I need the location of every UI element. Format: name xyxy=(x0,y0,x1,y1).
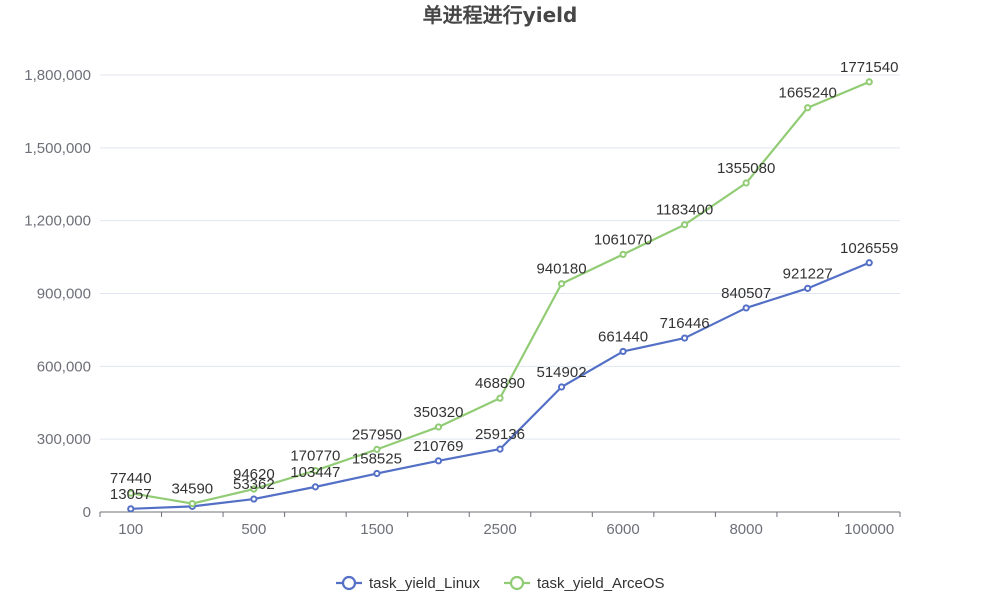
data-label: 350320 xyxy=(413,404,463,421)
data-point[interactable] xyxy=(496,445,504,453)
data-point[interactable] xyxy=(619,347,627,356)
x-tick-label: 2500 xyxy=(483,521,516,538)
y-tick-label: 0 xyxy=(83,504,91,521)
data-label: 210769 xyxy=(413,438,463,455)
y-tick-label: 1,500,000 xyxy=(24,140,91,157)
x-tick-label: 500 xyxy=(241,521,266,538)
data-point[interactable] xyxy=(127,489,135,497)
gridlines xyxy=(100,74,900,440)
data-label: 1183400 xyxy=(656,202,713,219)
y-tick-label: 900,000 xyxy=(37,286,91,303)
data-point[interactable] xyxy=(127,505,135,513)
data-point[interactable] xyxy=(188,500,196,508)
data-point[interactable] xyxy=(681,221,689,229)
data-point[interactable] xyxy=(619,250,627,258)
data-label: 53362 xyxy=(233,476,275,493)
data-label: 257950 xyxy=(352,426,402,443)
data-label: 661440 xyxy=(598,328,648,345)
data-label: 94620 xyxy=(233,466,275,483)
y-tick-label: 1,800,000 xyxy=(24,67,91,84)
data-point[interactable] xyxy=(865,259,873,267)
legend[interactable]: task_yield_Linux task_yield_ArceOS xyxy=(336,575,665,592)
legend-label: task_yield_ArceOS xyxy=(537,575,665,592)
data-point[interactable] xyxy=(250,495,258,503)
data-point[interactable] xyxy=(311,483,319,491)
data-label: 1355080 xyxy=(717,160,775,177)
y-tick-label: 300,000 xyxy=(37,431,91,448)
data-point[interactable] xyxy=(557,383,566,391)
data-point[interactable] xyxy=(434,423,443,431)
data-point[interactable] xyxy=(373,445,381,453)
y-tick-label: 600,000 xyxy=(37,358,91,375)
data-label: 1665240 xyxy=(778,85,836,102)
data-label: 158525 xyxy=(352,451,402,468)
data-label: 1771540 xyxy=(840,59,898,76)
legend-item-0[interactable]: task_yield_Linux xyxy=(336,575,480,592)
data-label: 468890 xyxy=(475,375,525,392)
data-point[interactable] xyxy=(742,179,750,187)
data-labels: 13057 53362 103447 158525 210769 259136 514902… xyxy=(110,59,899,503)
series-layer xyxy=(127,78,873,513)
legend-marker-icon xyxy=(341,575,357,591)
data-point[interactable] xyxy=(865,78,873,86)
x-tick-label: 8000 xyxy=(729,521,762,538)
data-label: 921227 xyxy=(783,265,833,282)
x-tick-label: 6000 xyxy=(606,521,639,538)
data-label: 103447 xyxy=(290,464,340,481)
x-tick-label: 1500 xyxy=(360,521,393,538)
data-label: 77440 xyxy=(110,470,152,487)
data-label: 940180 xyxy=(537,261,587,278)
data-point[interactable] xyxy=(434,457,443,465)
legend-item-1[interactable]: task_yield_ArceOS xyxy=(504,575,665,592)
data-label: 716446 xyxy=(660,315,710,332)
y-tick-label: 1,200,000 xyxy=(24,213,91,230)
data-label: 13057 xyxy=(110,486,152,503)
data-point[interactable] xyxy=(742,304,750,312)
x-tick-label: 100000 xyxy=(844,521,894,538)
axes: 0 300,000 600,000 900,000 1,200,000 1,500,000… xyxy=(24,67,901,538)
legend-label: task_yield_Linux xyxy=(369,575,480,592)
data-label: 1061070 xyxy=(594,231,652,248)
data-point[interactable] xyxy=(250,485,258,493)
data-point[interactable] xyxy=(311,466,319,475)
data-label: 1026559 xyxy=(840,240,898,257)
data-point[interactable] xyxy=(557,280,566,288)
x-tick-label: 100 xyxy=(118,521,143,538)
data-point[interactable] xyxy=(804,284,812,292)
data-point[interactable] xyxy=(373,469,381,478)
data-label: 259136 xyxy=(475,426,525,443)
data-label: 170770 xyxy=(290,448,340,465)
data-point[interactable] xyxy=(681,334,689,342)
data-label: 514902 xyxy=(537,364,587,381)
legend-marker-icon xyxy=(509,575,525,591)
data-point[interactable] xyxy=(804,104,812,112)
chart-title: 单进程进行yield xyxy=(423,3,578,27)
data-label: 34590 xyxy=(171,481,213,498)
data-point[interactable] xyxy=(496,394,504,402)
data-label: 840507 xyxy=(721,285,771,302)
